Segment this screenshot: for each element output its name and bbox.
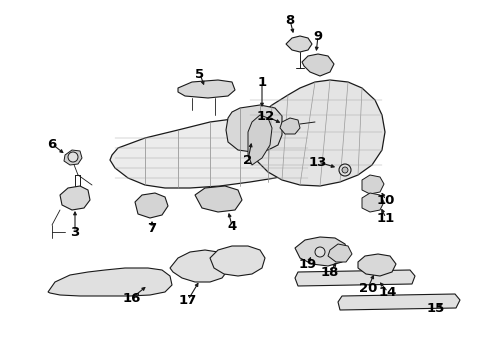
Polygon shape bbox=[248, 80, 385, 186]
Polygon shape bbox=[64, 150, 82, 165]
Text: 4: 4 bbox=[227, 220, 237, 233]
Polygon shape bbox=[302, 54, 334, 76]
Polygon shape bbox=[248, 115, 272, 165]
Polygon shape bbox=[280, 118, 300, 134]
Polygon shape bbox=[195, 186, 242, 212]
Polygon shape bbox=[358, 254, 396, 276]
Polygon shape bbox=[170, 250, 228, 282]
Polygon shape bbox=[328, 244, 352, 262]
Text: 6: 6 bbox=[48, 138, 57, 150]
Polygon shape bbox=[135, 193, 168, 218]
Text: 5: 5 bbox=[196, 68, 204, 81]
Text: 3: 3 bbox=[71, 225, 80, 238]
Polygon shape bbox=[226, 105, 282, 152]
Text: 15: 15 bbox=[427, 302, 445, 315]
Text: 8: 8 bbox=[285, 13, 294, 27]
Text: 12: 12 bbox=[257, 109, 275, 122]
Text: 10: 10 bbox=[377, 194, 395, 207]
Text: 2: 2 bbox=[244, 153, 252, 166]
Polygon shape bbox=[362, 175, 384, 194]
Polygon shape bbox=[295, 237, 348, 266]
Polygon shape bbox=[338, 294, 460, 310]
Text: 19: 19 bbox=[299, 257, 317, 270]
Text: 13: 13 bbox=[309, 156, 327, 168]
Text: 11: 11 bbox=[377, 211, 395, 225]
Polygon shape bbox=[210, 246, 265, 276]
Polygon shape bbox=[362, 193, 384, 212]
Polygon shape bbox=[178, 80, 235, 98]
Text: 20: 20 bbox=[359, 282, 377, 294]
Circle shape bbox=[315, 247, 325, 257]
Circle shape bbox=[342, 167, 348, 173]
Text: 14: 14 bbox=[379, 285, 397, 298]
Text: 17: 17 bbox=[179, 293, 197, 306]
Circle shape bbox=[68, 152, 78, 162]
Polygon shape bbox=[60, 186, 90, 210]
Text: 1: 1 bbox=[257, 77, 267, 90]
Text: 16: 16 bbox=[123, 292, 141, 305]
Circle shape bbox=[339, 164, 351, 176]
Text: 7: 7 bbox=[147, 221, 157, 234]
Polygon shape bbox=[295, 270, 415, 286]
Polygon shape bbox=[110, 116, 312, 188]
Text: 18: 18 bbox=[321, 266, 339, 279]
Text: 9: 9 bbox=[314, 30, 322, 42]
Polygon shape bbox=[48, 268, 172, 296]
Polygon shape bbox=[286, 36, 312, 52]
